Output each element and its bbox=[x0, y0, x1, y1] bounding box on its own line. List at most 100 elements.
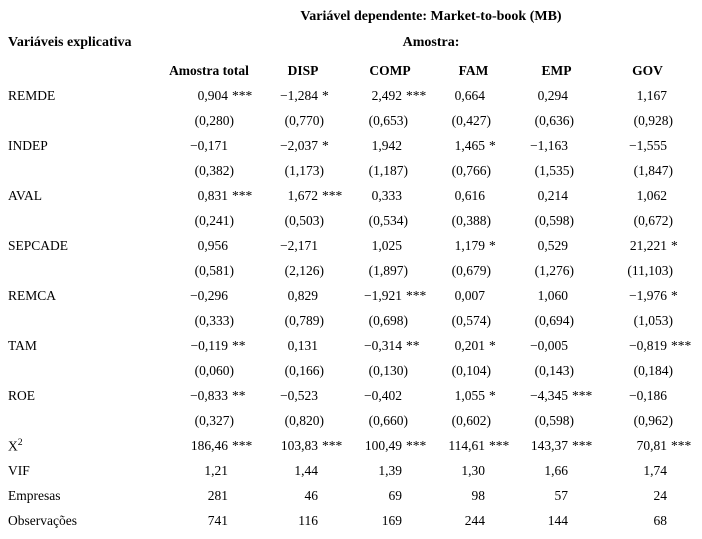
cell-number: 1,672 bbox=[287, 187, 318, 203]
cell-number: 69 bbox=[388, 487, 403, 503]
value-cell: 144 bbox=[515, 513, 598, 529]
significance-stars: *** bbox=[572, 437, 593, 453]
value-cell: 1,465 * bbox=[432, 138, 515, 154]
cell-number: 98 bbox=[471, 487, 486, 503]
cell-number: 2,492 bbox=[371, 87, 402, 103]
significance-stars: *** bbox=[406, 287, 427, 303]
cell-number: 143,37 bbox=[530, 437, 568, 453]
stderr-cell: (0,184) bbox=[598, 363, 697, 379]
cell-number: (0,166) bbox=[284, 362, 324, 378]
stderr-cell: (1,847) bbox=[598, 163, 697, 179]
significance-stars: *** bbox=[572, 387, 593, 403]
value-cell: 0,616 bbox=[432, 188, 515, 204]
stderr-cell: (1,276) bbox=[515, 263, 598, 279]
dependent-variable-title: Variável dependente: Market-to-book (MB) bbox=[300, 9, 562, 24]
row-label: AVAL bbox=[8, 187, 43, 203]
stderr-row: (0,060) (0,166) (0,130) (0,104) (0,143) (0,18… bbox=[0, 358, 702, 383]
value-cell: −0,402 bbox=[348, 388, 432, 404]
cell-number: −1,555 bbox=[629, 137, 667, 153]
stderr-cell: (0,333) bbox=[160, 313, 258, 329]
table-row: TAM −0,119 ** 0,131 −0,314 ** 0,201 * −0,005 −0,8… bbox=[0, 333, 702, 358]
cell-number: (11,103) bbox=[627, 262, 673, 278]
stderr-cell: (0,653) bbox=[348, 113, 432, 129]
cell-number: 0,333 bbox=[371, 187, 402, 203]
value-cell: 0,007 bbox=[432, 288, 515, 304]
significance-stars: *** bbox=[322, 437, 343, 453]
table-row: ROE −0,833 ** −0,523 −0,402 1,055 * −4,345 *** −0… bbox=[0, 383, 702, 408]
cell-number: 1,465 bbox=[454, 137, 485, 153]
value-cell: −0,314 ** bbox=[348, 338, 432, 354]
value-cell: 1,167 bbox=[598, 88, 697, 104]
value-cell: −0,171 bbox=[160, 138, 258, 154]
stderr-cell: (0,598) bbox=[515, 413, 598, 429]
cell-number: (0,598) bbox=[534, 412, 574, 428]
stderr-cell: (0,534) bbox=[348, 213, 432, 229]
significance-stars: *** bbox=[232, 187, 253, 203]
cell-number: 1,025 bbox=[371, 237, 402, 253]
table-row: VIF 1,21 1,44 1,39 1,30 1,66 1,74 bbox=[0, 458, 702, 483]
cell-number: −4,345 bbox=[530, 387, 568, 403]
cell-number: −0,296 bbox=[190, 287, 228, 303]
cell-number: −1,284 bbox=[280, 87, 318, 103]
cell-number: 0,831 bbox=[197, 187, 228, 203]
row-label: Observações bbox=[8, 512, 77, 528]
value-cell: 1,21 bbox=[160, 463, 258, 479]
value-cell: 1,062 bbox=[598, 188, 697, 204]
value-cell: 57 bbox=[515, 488, 598, 504]
row-label: ROE bbox=[8, 387, 35, 403]
cell-number: 1,167 bbox=[636, 87, 667, 103]
significance-stars: ** bbox=[232, 337, 246, 353]
cell-number: 0,007 bbox=[454, 287, 485, 303]
value-cell: 1,30 bbox=[432, 463, 515, 479]
stderr-cell: (11,103) bbox=[598, 263, 697, 279]
significance-stars: * bbox=[489, 237, 496, 253]
column-header: FAM bbox=[458, 62, 489, 78]
cell-number: 116 bbox=[298, 512, 318, 528]
value-cell: 281 bbox=[160, 488, 258, 504]
value-cell: −0,005 bbox=[515, 338, 598, 354]
cell-number: 1,179 bbox=[454, 237, 485, 253]
stderr-cell: (0,694) bbox=[515, 313, 598, 329]
stderr-cell: (1,897) bbox=[348, 263, 432, 279]
cell-number: 0,904 bbox=[197, 87, 228, 103]
stderr-cell: (0,679) bbox=[432, 263, 515, 279]
cell-number: 1,44 bbox=[294, 462, 318, 478]
value-cell: 0,201 * bbox=[432, 338, 515, 354]
stderr-cell: (0,388) bbox=[432, 213, 515, 229]
cell-number: 103,83 bbox=[280, 437, 318, 453]
value-cell: −0,819 *** bbox=[598, 338, 697, 354]
value-cell: 0,214 bbox=[515, 188, 598, 204]
cell-number: (0,280) bbox=[194, 112, 234, 128]
cell-number: 186,46 bbox=[190, 437, 228, 453]
stderr-row: (0,241) (0,503) (0,534) (0,388) (0,598) (0,67… bbox=[0, 208, 702, 233]
value-cell: 0,529 bbox=[515, 238, 598, 254]
cell-number: (1,276) bbox=[534, 262, 574, 278]
value-cell: 0,831 *** bbox=[160, 188, 258, 204]
stderr-cell: (0,672) bbox=[598, 213, 697, 229]
value-cell: 103,83 *** bbox=[258, 438, 348, 454]
cell-number: 46 bbox=[304, 487, 319, 503]
significance-stars: * bbox=[489, 137, 496, 153]
stderr-cell: (0,598) bbox=[515, 213, 598, 229]
value-cell: 0,829 bbox=[258, 288, 348, 304]
cell-number: (0,679) bbox=[451, 262, 491, 278]
stderr-row: (0,280) (0,770) (0,653) (0,427) (0,636) (0,92… bbox=[0, 108, 702, 133]
value-cell: −1,921 *** bbox=[348, 288, 432, 304]
cell-number: (0,333) bbox=[194, 312, 234, 328]
cell-number: 24 bbox=[653, 487, 668, 503]
cell-number: 0,529 bbox=[537, 237, 568, 253]
cell-number: 281 bbox=[207, 487, 228, 503]
row-label: SEPCADE bbox=[8, 237, 69, 253]
cell-number: (0,636) bbox=[534, 112, 574, 128]
cell-number: (0,241) bbox=[194, 212, 234, 228]
cell-number: −2,037 bbox=[280, 137, 318, 153]
stderr-cell: (0,143) bbox=[515, 363, 598, 379]
value-cell: 0,904 *** bbox=[160, 88, 258, 104]
table-row: SEPCADE 0,956 −2,171 1,025 1,179 * 0,529 21,221… bbox=[0, 233, 702, 258]
column-header: EMP bbox=[541, 62, 572, 78]
significance-stars: * bbox=[322, 87, 329, 103]
stderr-cell: (1,173) bbox=[258, 163, 348, 179]
cell-number: −0,119 bbox=[190, 337, 229, 353]
cell-number: 0,131 bbox=[287, 337, 318, 353]
